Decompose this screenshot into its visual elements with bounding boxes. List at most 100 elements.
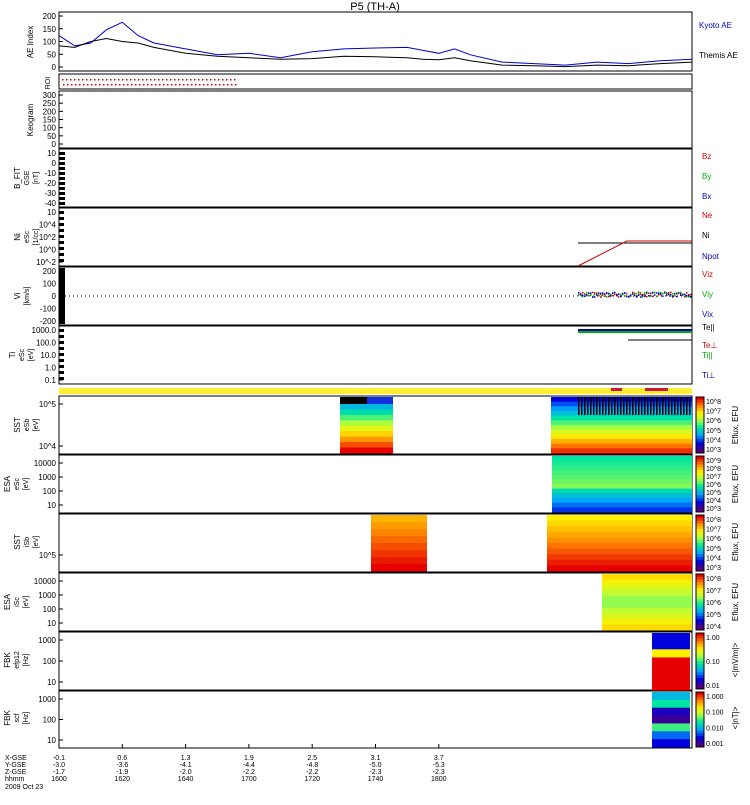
velocity-point bbox=[684, 293, 686, 296]
velocity-point bbox=[588, 294, 590, 297]
roi-dot bbox=[98, 79, 100, 81]
velocity-point bbox=[684, 296, 686, 298]
velocity-unit: [km/s] bbox=[24, 287, 31, 306]
spec-cell bbox=[652, 657, 690, 667]
colorbar-cell bbox=[696, 515, 704, 519]
spec-cell bbox=[647, 397, 649, 415]
velocity-point bbox=[688, 293, 690, 296]
roi-dot bbox=[126, 79, 128, 81]
x-tick-label: -5.0 bbox=[369, 762, 381, 769]
x-tick-label: -1.7 bbox=[53, 769, 65, 776]
colorbar-tick-label: 10^7 bbox=[706, 409, 721, 416]
colorbar-tick-label: 10^8 bbox=[706, 517, 721, 524]
spec-y-tick-label: 10 bbox=[47, 736, 56, 745]
colorbar-tick-label: 1.00 bbox=[706, 635, 720, 642]
velocity-point bbox=[662, 295, 664, 297]
panel-frame-12 bbox=[58, 690, 693, 749]
spec-cell bbox=[652, 681, 690, 691]
velocity-point bbox=[580, 292, 582, 295]
velocity-point bbox=[578, 292, 580, 294]
colorbar-cell bbox=[696, 565, 704, 569]
colorbar-cell bbox=[696, 708, 704, 712]
y-tick-label: 200 bbox=[43, 267, 57, 276]
roi-dot bbox=[178, 79, 180, 81]
spec-cell bbox=[617, 397, 619, 415]
colorbar-cell bbox=[696, 408, 704, 412]
roi-dot bbox=[226, 79, 228, 81]
spec-cell bbox=[665, 397, 667, 415]
colorbar-cell bbox=[696, 711, 704, 715]
spec-y-tick-label: 10^5 bbox=[39, 400, 57, 409]
spec-cell bbox=[340, 414, 393, 421]
density-ylabel: Ni bbox=[13, 233, 22, 241]
spec-y-tick-label: 10^5 bbox=[39, 551, 57, 560]
colorbar-tick-label: 10^8 bbox=[706, 466, 721, 473]
y-tick-label: 10.0 bbox=[40, 351, 56, 360]
te-par-legend: Te|| bbox=[702, 323, 715, 332]
spec-cell bbox=[552, 470, 692, 476]
colorbar-cell bbox=[696, 576, 704, 581]
colorbar-cell bbox=[696, 624, 704, 628]
colorbar-cell bbox=[696, 716, 704, 720]
sst-e-sublabel: eSb bbox=[24, 419, 31, 432]
velocity-point bbox=[626, 295, 628, 298]
velocity-point bbox=[586, 291, 588, 294]
velocity-point bbox=[622, 293, 624, 296]
colorbar-cell bbox=[696, 444, 704, 448]
colorbar-cell bbox=[696, 489, 704, 493]
x-tick-label: -2.3 bbox=[433, 769, 445, 776]
colorbar-tick-label: 1.000 bbox=[706, 694, 724, 701]
y-tick-label: 10^4 bbox=[39, 221, 57, 230]
colorbar-cell bbox=[696, 422, 704, 426]
velocity-point bbox=[632, 291, 634, 294]
spec-cell bbox=[652, 665, 690, 675]
velocity-point bbox=[594, 296, 596, 298]
colorbar-tick-label: 10^5 bbox=[706, 428, 721, 435]
spec-cell bbox=[652, 641, 690, 650]
roi-dot bbox=[198, 79, 200, 81]
colorbar-cell bbox=[696, 411, 704, 415]
velocity-point bbox=[602, 292, 604, 294]
x-tick-label: 1740 bbox=[368, 776, 384, 783]
velocity-point bbox=[584, 295, 586, 297]
spec-cell bbox=[605, 397, 607, 415]
velocity-point bbox=[654, 294, 656, 296]
y-tick-label: 300 bbox=[43, 91, 57, 100]
y-tick-label: -20 bbox=[44, 179, 56, 188]
colorbar-frame bbox=[695, 514, 705, 572]
colorbar-cell bbox=[696, 441, 704, 446]
roi-dot bbox=[127, 84, 129, 86]
velocity-point bbox=[676, 293, 678, 295]
spec-cell bbox=[551, 443, 692, 449]
spec-cell bbox=[547, 520, 692, 527]
colorbar-cell bbox=[696, 725, 704, 729]
colorbar-cell bbox=[696, 509, 704, 513]
colorbar-tick-label: 10^5 bbox=[706, 490, 721, 497]
esa-i-labels: ESA iSc [eV] bbox=[3, 593, 30, 610]
spec-cell bbox=[547, 515, 692, 522]
spec-cell bbox=[652, 707, 690, 717]
roi-dot bbox=[219, 84, 221, 86]
density-unit: [1/cc] bbox=[33, 229, 40, 246]
colorbar-cell bbox=[696, 413, 704, 418]
roi-dot bbox=[159, 84, 161, 86]
velocity-point bbox=[586, 293, 588, 296]
left-stub bbox=[59, 259, 64, 262]
spec-cell bbox=[608, 397, 610, 415]
y-tick-label: 10^0 bbox=[39, 246, 57, 255]
colorbar-cell bbox=[696, 520, 704, 524]
panel-frame-2 bbox=[58, 90, 693, 149]
spec-cell bbox=[596, 397, 598, 415]
roi-dot bbox=[186, 79, 188, 81]
colorbar-cell bbox=[696, 727, 704, 731]
velocity-point bbox=[606, 292, 608, 295]
spec-cell bbox=[581, 397, 583, 415]
y-tick-label: 150 bbox=[43, 25, 57, 34]
bfield-stub bbox=[59, 172, 65, 175]
velocity-point bbox=[660, 293, 662, 295]
colorbar-cell bbox=[696, 464, 704, 468]
velocity-point bbox=[630, 294, 632, 296]
y-tick-label: 1000.0 bbox=[32, 326, 57, 335]
